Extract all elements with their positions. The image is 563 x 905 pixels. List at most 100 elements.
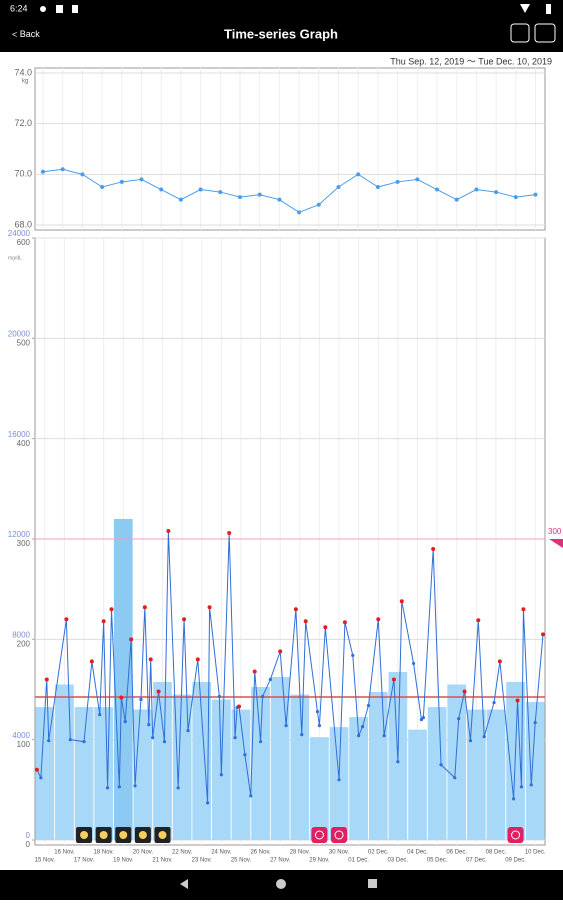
moon: [99, 831, 108, 839]
glucose-point: [411, 661, 416, 666]
y-tick-label: 12000: [8, 530, 31, 539]
glucose-point: [195, 657, 200, 662]
glucose-point: [68, 738, 72, 742]
glucose-point: [357, 734, 361, 738]
glucose-point: [376, 617, 381, 622]
weight-line: [42, 168, 536, 213]
date-range: Thu Sep. 12, 2019 〜 Tue Dec. 10, 2019: [390, 56, 552, 66]
glucose-point: [156, 689, 161, 694]
x-tick-label: 28 Nov.: [290, 850, 311, 856]
alert-face: [511, 830, 521, 840]
back-button[interactable]: < Back: [12, 29, 40, 39]
glucose-point: [497, 659, 502, 664]
weight-point: [100, 185, 105, 189]
y-tick-label: 0: [26, 831, 31, 840]
x-tick-label: 16 Nov.: [54, 850, 75, 856]
glucose-point: [278, 649, 283, 654]
weight-point: [277, 197, 282, 202]
glucose-point: [529, 783, 533, 787]
glucose-point: [457, 716, 461, 721]
y-tick-label: 72.0: [14, 118, 32, 128]
calendar-button[interactable]: [510, 23, 530, 43]
glucose-point: [337, 778, 341, 782]
glucose-point: [233, 736, 237, 740]
glucose-point: [366, 703, 371, 708]
weight-point: [494, 190, 499, 195]
y-tick-label: 68.0: [14, 219, 32, 229]
glucose-point: [98, 712, 102, 717]
moon: [80, 831, 89, 839]
weight-point: [474, 187, 479, 192]
glucose-point: [207, 605, 212, 610]
x-tick-label: 07 Dec.: [466, 858, 487, 864]
glucose-point: [421, 715, 425, 720]
x-tick-label: 25 Nov.: [231, 858, 252, 864]
glucose-point: [82, 740, 86, 744]
y2-tick-label: 600: [17, 238, 31, 247]
weight-point: [336, 185, 341, 189]
x-tick-label: 20 Nov.: [133, 850, 154, 856]
weight-point: [533, 192, 538, 197]
glucose-point: [64, 617, 69, 622]
x-tick-label: 08 Dec.: [486, 850, 507, 856]
glucose-point: [260, 694, 265, 699]
y-tick-label: 8000: [12, 630, 30, 639]
nav-recent[interactable]: [368, 879, 377, 888]
glucose-point: [249, 794, 253, 798]
glucose-point: [151, 736, 155, 740]
y-tick-label: 20000: [8, 329, 31, 338]
glucose-point: [186, 729, 190, 733]
x-tick-label: 03 Dec.: [388, 858, 409, 864]
weight-frame: [34, 67, 546, 231]
glucose-point: [89, 659, 94, 664]
glucose-point: [468, 739, 473, 743]
step-bar: [408, 729, 427, 840]
step-bar: [466, 709, 486, 840]
glucose-point: [148, 657, 153, 662]
step-bar: [55, 684, 74, 840]
nav-home[interactable]: [276, 879, 286, 889]
weight-point: [198, 187, 203, 192]
step-bar: [427, 707, 447, 840]
y-tick-label: 74.0: [14, 67, 32, 77]
glucose-point: [139, 697, 143, 702]
x-tick-label: 18 Nov.: [94, 850, 115, 856]
weight-point: [415, 177, 420, 182]
glucose-point: [147, 723, 151, 727]
y-tick-label: 4000: [12, 731, 30, 740]
glucose-point: [391, 677, 396, 682]
x-tick-label: 17 Nov.: [74, 858, 95, 864]
glucose-point: [258, 740, 263, 744]
glucose-point: [382, 734, 386, 738]
glucose-point: [117, 785, 121, 789]
glucose-point: [39, 776, 43, 780]
glucose-point: [47, 739, 51, 743]
step-bar: [349, 717, 369, 840]
glucose-point: [119, 695, 124, 700]
page-title: Time-series Graph: [224, 26, 338, 41]
alert-face: [334, 830, 344, 840]
x-tick-label: 15 Nov.: [35, 858, 56, 864]
x-tick-label: 22 Nov.: [172, 850, 193, 856]
moon: [119, 831, 128, 839]
x-tick-label: 01 Dec.: [348, 858, 369, 864]
glucose-point: [521, 607, 526, 612]
glucose-point: [360, 725, 365, 729]
x-tick-label: 05 Dec.: [427, 858, 448, 864]
step-bar: [192, 681, 212, 840]
weight-point: [139, 177, 144, 182]
glucose-point: [533, 721, 537, 725]
step-bar: [310, 737, 329, 840]
step-bar: [94, 707, 114, 840]
graph-button[interactable]: [534, 23, 556, 43]
step-bar: [486, 709, 506, 840]
y-tick-label: 24000: [8, 229, 31, 238]
nav-back[interactable]: [180, 879, 188, 889]
y2-axis-label: mg/dL: [8, 255, 22, 261]
x-tick-label: 10 Dec.: [525, 850, 546, 856]
glucose-point: [431, 547, 436, 552]
glucose-point: [541, 632, 546, 637]
glucose-point: [34, 767, 39, 772]
weight-point: [513, 195, 518, 200]
glucose-point: [252, 669, 257, 674]
